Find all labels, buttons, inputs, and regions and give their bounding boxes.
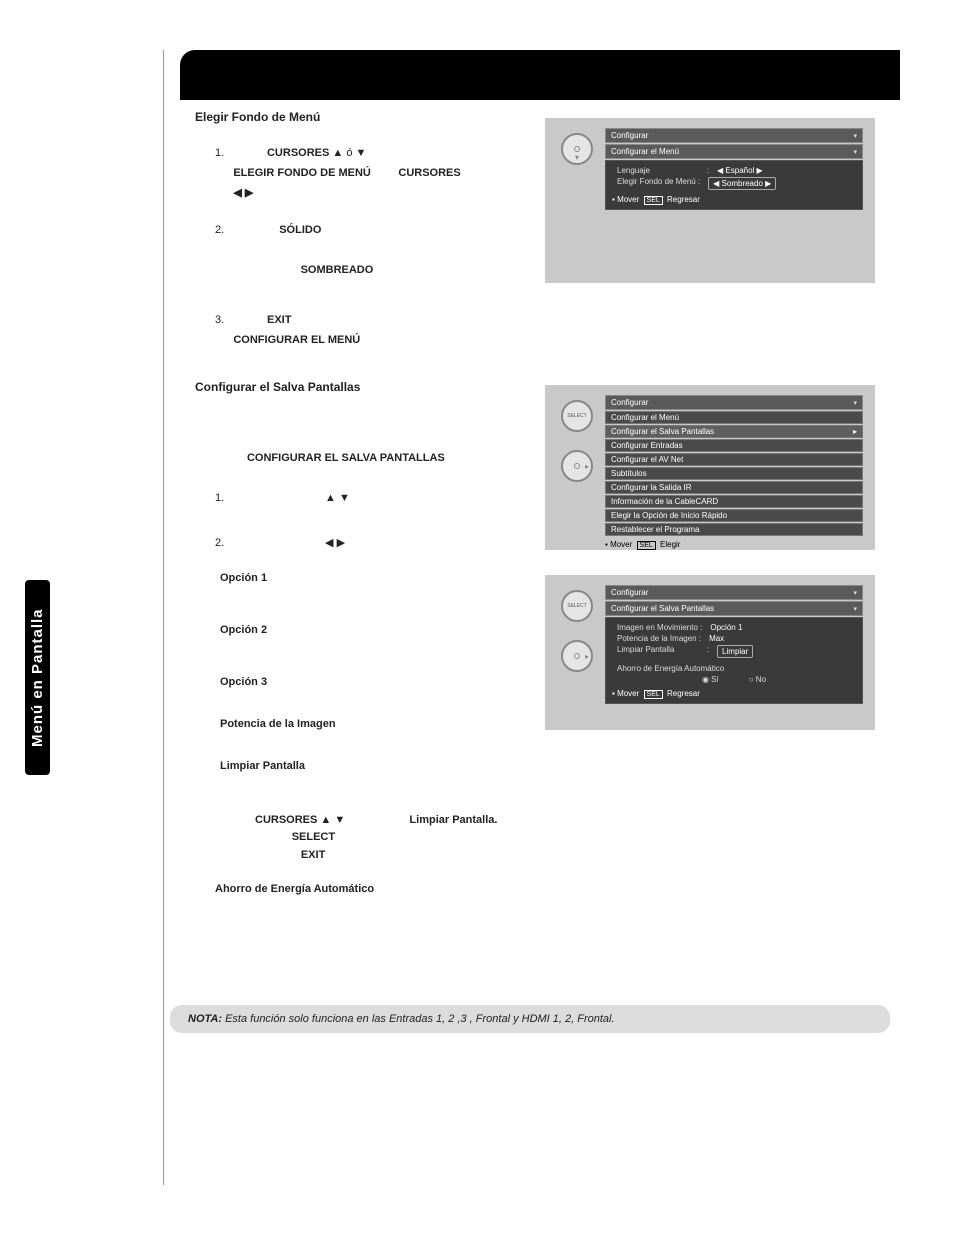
s2-step1: 1. ▲ ▼ (215, 489, 540, 509)
bold: SÓLIDO (279, 224, 321, 236)
osd2-hdr: Configurar▾ (605, 395, 863, 410)
bold: CONFIGURAR EL MENÚ (233, 334, 360, 346)
bold: CURSORES ▲ ▼ (255, 814, 345, 826)
section2-title: Configurar el Salva Pantallas (195, 380, 540, 394)
num: 1. (215, 147, 224, 159)
select-button-icon (561, 400, 593, 432)
osd3-hdr1: Configurar▾ (605, 585, 863, 600)
bold: ELEGIR FONDO DE MENÚ (233, 167, 371, 179)
osd1-body: Lenguaje :◀ Español ▶ Elegir Fondo de Me… (605, 160, 863, 210)
opt3: Opción 3 (220, 676, 540, 688)
num: 1. (215, 492, 224, 504)
s1-step2: 2. SÓLIDO SOMBREADO (215, 221, 540, 280)
osd3-body: Imagen en Movimiento :Opción 1 Potencia … (605, 617, 863, 704)
bold: ◀ ▶ (233, 187, 253, 199)
num: 2. (215, 537, 224, 549)
bold: SELECT (292, 831, 335, 843)
section1-title: Elegir Fondo de Menú (195, 110, 540, 124)
osd2-item: Información de la CableCARD (605, 495, 863, 508)
nota-text: Esta función solo funciona en las Entrad… (222, 1013, 615, 1025)
opt2: Opción 2 (220, 624, 540, 636)
limpiar: Limpiar Pantalla (220, 760, 540, 772)
bold: CURSORES ▲ (267, 147, 343, 159)
header-bar (180, 50, 900, 100)
osd1-hdr2: Configurar el Menú▾ (605, 144, 863, 159)
num: 3. (215, 314, 224, 326)
osd2-item: Elegir la Opción de Inicio Rápido (605, 509, 863, 522)
select-button-icon (561, 590, 593, 622)
sym: ▲ ▼ (325, 492, 350, 504)
s2-step2: 2. ◀ ▶ (215, 534, 540, 554)
osd2-item: Configurar el Menú (605, 411, 863, 424)
bold: EXIT (301, 849, 325, 861)
osd3-hdr2: Configurar el Salva Pantallas▾ (605, 601, 863, 616)
osd2-item: Restablecer el Programa (605, 523, 863, 536)
sym: ◀ ▶ (325, 537, 345, 549)
main-content: Elegir Fondo de Menú 1. CURSORES ▲ ó ▼ E… (195, 110, 540, 913)
bold: SOMBREADO (301, 264, 374, 276)
dpad-icon: ▾ (561, 133, 593, 165)
txt: ó ▼ (346, 147, 366, 159)
bold: Limpiar Pantalla. (409, 814, 497, 826)
s1-step3: 3. EXIT CONFIGURAR EL MENÚ (215, 311, 540, 351)
cursores-block: CURSORES ▲ ▼ Limpiar Pantalla. SELECT EX… (255, 812, 540, 865)
sidebar-label: Menú en Pantalla (25, 580, 50, 775)
bold: EXIT (267, 314, 291, 326)
ahorro: Ahorro de Energía Automático (215, 883, 540, 895)
opt1: Opción 1 (220, 572, 540, 584)
osd2-item: Configurar el Salva Pantallas▸ (605, 425, 863, 438)
dpad-icon: ▸ (561, 450, 593, 482)
osd1-hdr1: Configurar▾ (605, 128, 863, 143)
osd-screenshot-1: ▾ Configurar▾ Configurar el Menú▾ Lengua… (545, 118, 875, 283)
osd-screenshot-3: ▸ Configurar▾ Configurar el Salva Pantal… (545, 575, 875, 730)
osd2-item: Configurar el AV Net (605, 453, 863, 466)
osd-screenshot-2: ▸ Configurar▾ Configurar el MenúConfigur… (545, 385, 875, 550)
vertical-rule (163, 50, 164, 1185)
osd2-item: Configurar la Salida IR (605, 481, 863, 494)
osd2-item: Subtítulos (605, 467, 863, 480)
num: 2. (215, 224, 224, 236)
bold: CURSORES (398, 167, 460, 179)
nota-label: NOTA: (188, 1013, 222, 1025)
nota-box: NOTA: Esta función solo funciona en las … (170, 1005, 890, 1033)
dpad-icon: ▸ (561, 640, 593, 672)
s2-line1: CONFIGURAR EL SALVA PANTALLAS (195, 449, 540, 469)
s1-step1: 1. CURSORES ▲ ó ▼ ELEGIR FONDO DE MENÚ C… (215, 144, 540, 203)
bold: CONFIGURAR EL SALVA PANTALLAS (247, 452, 445, 464)
potencia: Potencia de la Imagen (220, 718, 540, 730)
osd2-item: Configurar Entradas (605, 439, 863, 452)
sidebar-tab: Menú en Pantalla (25, 580, 50, 775)
